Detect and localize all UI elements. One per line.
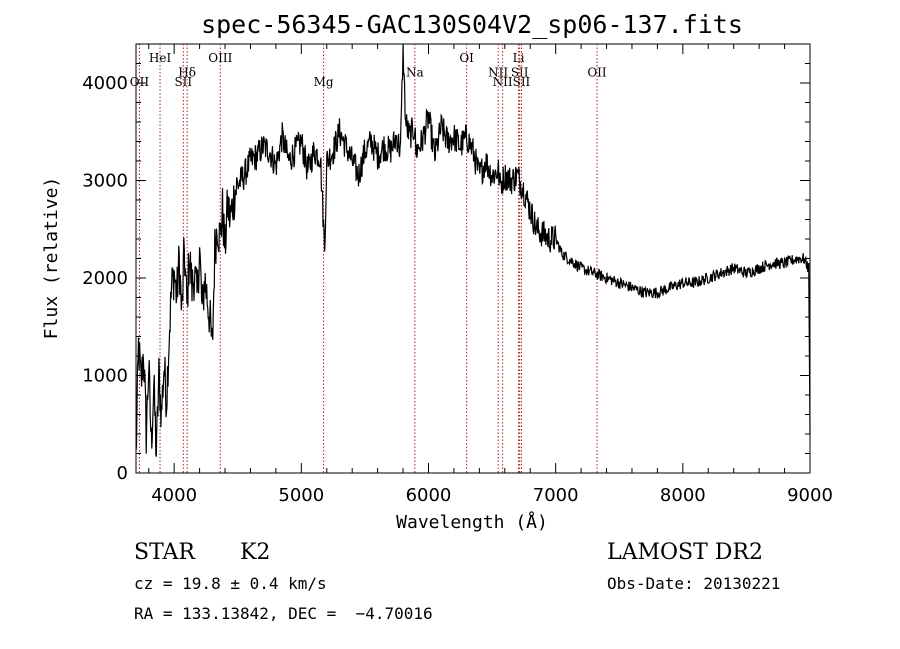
spectral-line-label: Mg	[314, 75, 334, 89]
spectral-line-label: Na	[406, 65, 424, 79]
x-tick-label: 9000	[787, 485, 833, 506]
y-tick-label: 4000	[82, 73, 128, 94]
spectral-line-label: HeI	[149, 51, 172, 65]
x-tick-label: 5000	[278, 485, 324, 506]
x-tick-label: 8000	[660, 485, 706, 506]
spectral-line-label: OII	[130, 75, 150, 89]
spectrum-line	[135, 43, 811, 457]
spectral-line-label: OII	[587, 65, 607, 79]
y-tick-label: 0	[117, 463, 128, 484]
y-tick-label: 1000	[82, 366, 128, 387]
spectral-line-label: OIII	[208, 51, 232, 65]
spectral-line-label: Li	[513, 51, 525, 65]
spectral-line-label: NII	[493, 75, 513, 89]
redshift-cz: cz = 19.8 ± 0.4 km/s	[134, 574, 327, 593]
y-tick-label: 2000	[82, 268, 128, 289]
observation-date: Obs-Date: 20130221	[607, 574, 780, 593]
y-tick-label: 3000	[82, 171, 128, 192]
survey-name: LAMOST DR2	[607, 540, 763, 565]
y-axis-ticks: 0 1000 2000 3000 4000	[82, 43, 810, 484]
spectral-line-label: SII	[174, 75, 192, 89]
x-tick-label: 4000	[151, 485, 197, 506]
chart-title: spec-56345-GAC130S04V2_sp06-137.fits	[201, 10, 743, 39]
x-axis-label: Wavelength (Å)	[396, 511, 548, 533]
y-axis-label: Flux (relative)	[41, 177, 62, 340]
object-subclass: K2	[240, 540, 270, 565]
spectral-line-label: SII	[513, 75, 531, 89]
object-class: STAR	[134, 540, 196, 565]
plot-frame	[135, 43, 811, 474]
spectral-line-label: SII	[511, 65, 529, 79]
spectral-line-label: OI	[459, 51, 474, 65]
spectrum-info: STAR K2 LAMOST DR2 cz = 19.8 ± 0.4 km/s …	[134, 540, 780, 623]
x-tick-label: 7000	[533, 485, 579, 506]
x-tick-label: 6000	[406, 485, 452, 506]
spectral-line-label: Hδ	[178, 65, 196, 79]
x-axis-ticks: 4000 5000 6000 7000 8000 9000	[148, 44, 833, 506]
ra-dec: RA = 133.13842, DEC = −4.70016	[134, 604, 433, 623]
spectral-line-label: NII	[488, 65, 508, 79]
